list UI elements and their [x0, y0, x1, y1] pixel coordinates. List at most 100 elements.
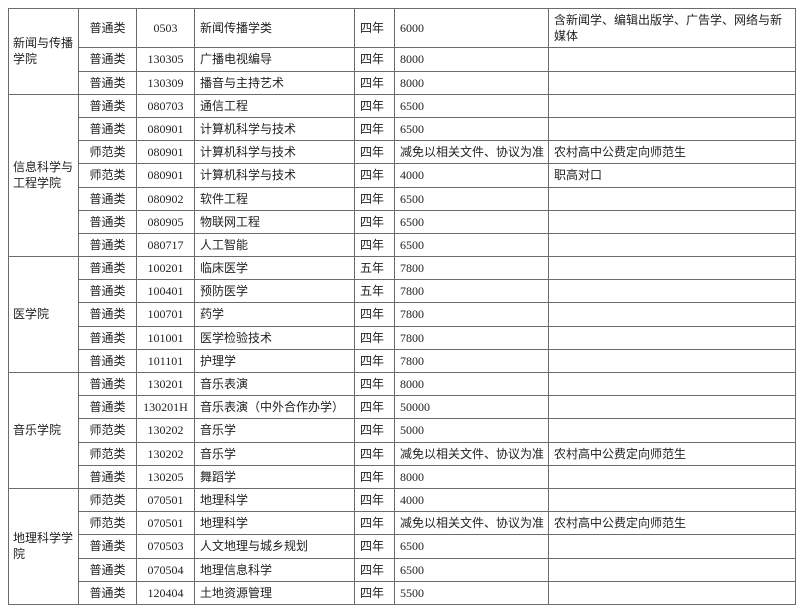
code-cell: 080902 — [137, 187, 195, 210]
code-cell: 080901 — [137, 117, 195, 140]
years-cell: 四年 — [355, 512, 395, 535]
type-cell: 普通类 — [79, 187, 137, 210]
code-cell: 080901 — [137, 141, 195, 164]
type-cell: 师范类 — [79, 442, 137, 465]
note-cell — [549, 581, 796, 604]
major-cell: 地理科学 — [195, 488, 355, 511]
table-row: 普通类130309播音与主持艺术四年8000 — [9, 71, 796, 94]
years-cell: 四年 — [355, 535, 395, 558]
department-cell: 信息科学与工程学院 — [9, 94, 79, 256]
table-row: 普通类130205舞蹈学四年8000 — [9, 465, 796, 488]
major-cell: 计算机科学与技术 — [195, 164, 355, 187]
type-cell: 普通类 — [79, 535, 137, 558]
note-cell — [549, 257, 796, 280]
major-cell: 舞蹈学 — [195, 465, 355, 488]
table-row: 普通类120404土地资源管理四年5500 — [9, 581, 796, 604]
major-cell: 护理学 — [195, 349, 355, 372]
code-cell: 130305 — [137, 48, 195, 71]
fee-cell: 7800 — [395, 326, 549, 349]
type-cell: 普通类 — [79, 9, 137, 48]
note-cell: 农村高中公费定向师范生 — [549, 512, 796, 535]
code-cell: 130202 — [137, 442, 195, 465]
years-cell: 五年 — [355, 257, 395, 280]
major-cell: 新闻传播学类 — [195, 9, 355, 48]
table-row: 普通类080905物联网工程四年6500 — [9, 210, 796, 233]
code-cell: 080905 — [137, 210, 195, 233]
table-row: 普通类080901计算机科学与技术四年6500 — [9, 117, 796, 140]
note-cell — [549, 419, 796, 442]
major-cell: 人工智能 — [195, 233, 355, 256]
table-row: 信息科学与工程学院普通类080703通信工程四年6500 — [9, 94, 796, 117]
fee-cell: 6500 — [395, 558, 549, 581]
note-cell — [549, 233, 796, 256]
code-cell: 130201 — [137, 373, 195, 396]
code-cell: 120404 — [137, 581, 195, 604]
code-cell: 080901 — [137, 164, 195, 187]
years-cell: 五年 — [355, 280, 395, 303]
type-cell: 普通类 — [79, 326, 137, 349]
major-cell: 计算机科学与技术 — [195, 141, 355, 164]
years-cell: 四年 — [355, 581, 395, 604]
type-cell: 普通类 — [79, 233, 137, 256]
years-cell: 四年 — [355, 373, 395, 396]
table-row: 新闻与传播学院普通类0503新闻传播学类四年6000含新闻学、编辑出版学、广告学… — [9, 9, 796, 48]
major-cell: 软件工程 — [195, 187, 355, 210]
majors-table: 新闻与传播学院普通类0503新闻传播学类四年6000含新闻学、编辑出版学、广告学… — [8, 8, 796, 605]
table-row: 普通类130305广播电视编导四年8000 — [9, 48, 796, 71]
note-cell — [549, 326, 796, 349]
department-cell: 音乐学院 — [9, 373, 79, 489]
table-row: 普通类080902软件工程四年6500 — [9, 187, 796, 210]
table-row: 普通类130201H音乐表演（中外合作办学）四年50000 — [9, 396, 796, 419]
note-cell: 农村高中公费定向师范生 — [549, 442, 796, 465]
fee-cell: 4000 — [395, 164, 549, 187]
code-cell: 070501 — [137, 512, 195, 535]
note-cell — [549, 535, 796, 558]
table-row: 普通类080717人工智能四年6500 — [9, 233, 796, 256]
fee-cell: 7800 — [395, 257, 549, 280]
fee-cell: 5000 — [395, 419, 549, 442]
fee-cell: 6500 — [395, 94, 549, 117]
fee-cell: 6500 — [395, 187, 549, 210]
fee-cell: 6500 — [395, 117, 549, 140]
fee-cell: 5500 — [395, 581, 549, 604]
fee-cell: 7800 — [395, 280, 549, 303]
major-cell: 地理信息科学 — [195, 558, 355, 581]
major-cell: 音乐学 — [195, 442, 355, 465]
fee-cell: 减免以相关文件、协议为准 — [395, 141, 549, 164]
code-cell: 100401 — [137, 280, 195, 303]
code-cell: 101001 — [137, 326, 195, 349]
years-cell: 四年 — [355, 187, 395, 210]
major-cell: 音乐表演 — [195, 373, 355, 396]
fee-cell: 减免以相关文件、协议为准 — [395, 512, 549, 535]
note-cell — [549, 303, 796, 326]
major-cell: 药学 — [195, 303, 355, 326]
table-row: 地理科学学院师范类070501地理科学四年4000 — [9, 488, 796, 511]
years-cell: 四年 — [355, 210, 395, 233]
years-cell: 四年 — [355, 117, 395, 140]
years-cell: 四年 — [355, 164, 395, 187]
type-cell: 普通类 — [79, 558, 137, 581]
years-cell: 四年 — [355, 303, 395, 326]
table-row: 师范类130202音乐学四年5000 — [9, 419, 796, 442]
type-cell: 普通类 — [79, 349, 137, 372]
note-cell — [549, 71, 796, 94]
major-cell: 广播电视编导 — [195, 48, 355, 71]
table-row: 普通类100701药学四年7800 — [9, 303, 796, 326]
type-cell: 师范类 — [79, 419, 137, 442]
major-cell: 音乐学 — [195, 419, 355, 442]
table-row: 普通类101001医学检验技术四年7800 — [9, 326, 796, 349]
fee-cell: 7800 — [395, 303, 549, 326]
code-cell: 080717 — [137, 233, 195, 256]
table-body: 新闻与传播学院普通类0503新闻传播学类四年6000含新闻学、编辑出版学、广告学… — [9, 9, 796, 605]
code-cell: 130205 — [137, 465, 195, 488]
type-cell: 师范类 — [79, 164, 137, 187]
code-cell: 070501 — [137, 488, 195, 511]
department-cell: 地理科学学院 — [9, 488, 79, 604]
note-cell — [549, 465, 796, 488]
table-row: 师范类070501地理科学四年减免以相关文件、协议为准农村高中公费定向师范生 — [9, 512, 796, 535]
type-cell: 普通类 — [79, 465, 137, 488]
table-row: 音乐学院普通类130201音乐表演四年8000 — [9, 373, 796, 396]
department-cell: 新闻与传播学院 — [9, 9, 79, 95]
major-cell: 临床医学 — [195, 257, 355, 280]
years-cell: 四年 — [355, 558, 395, 581]
